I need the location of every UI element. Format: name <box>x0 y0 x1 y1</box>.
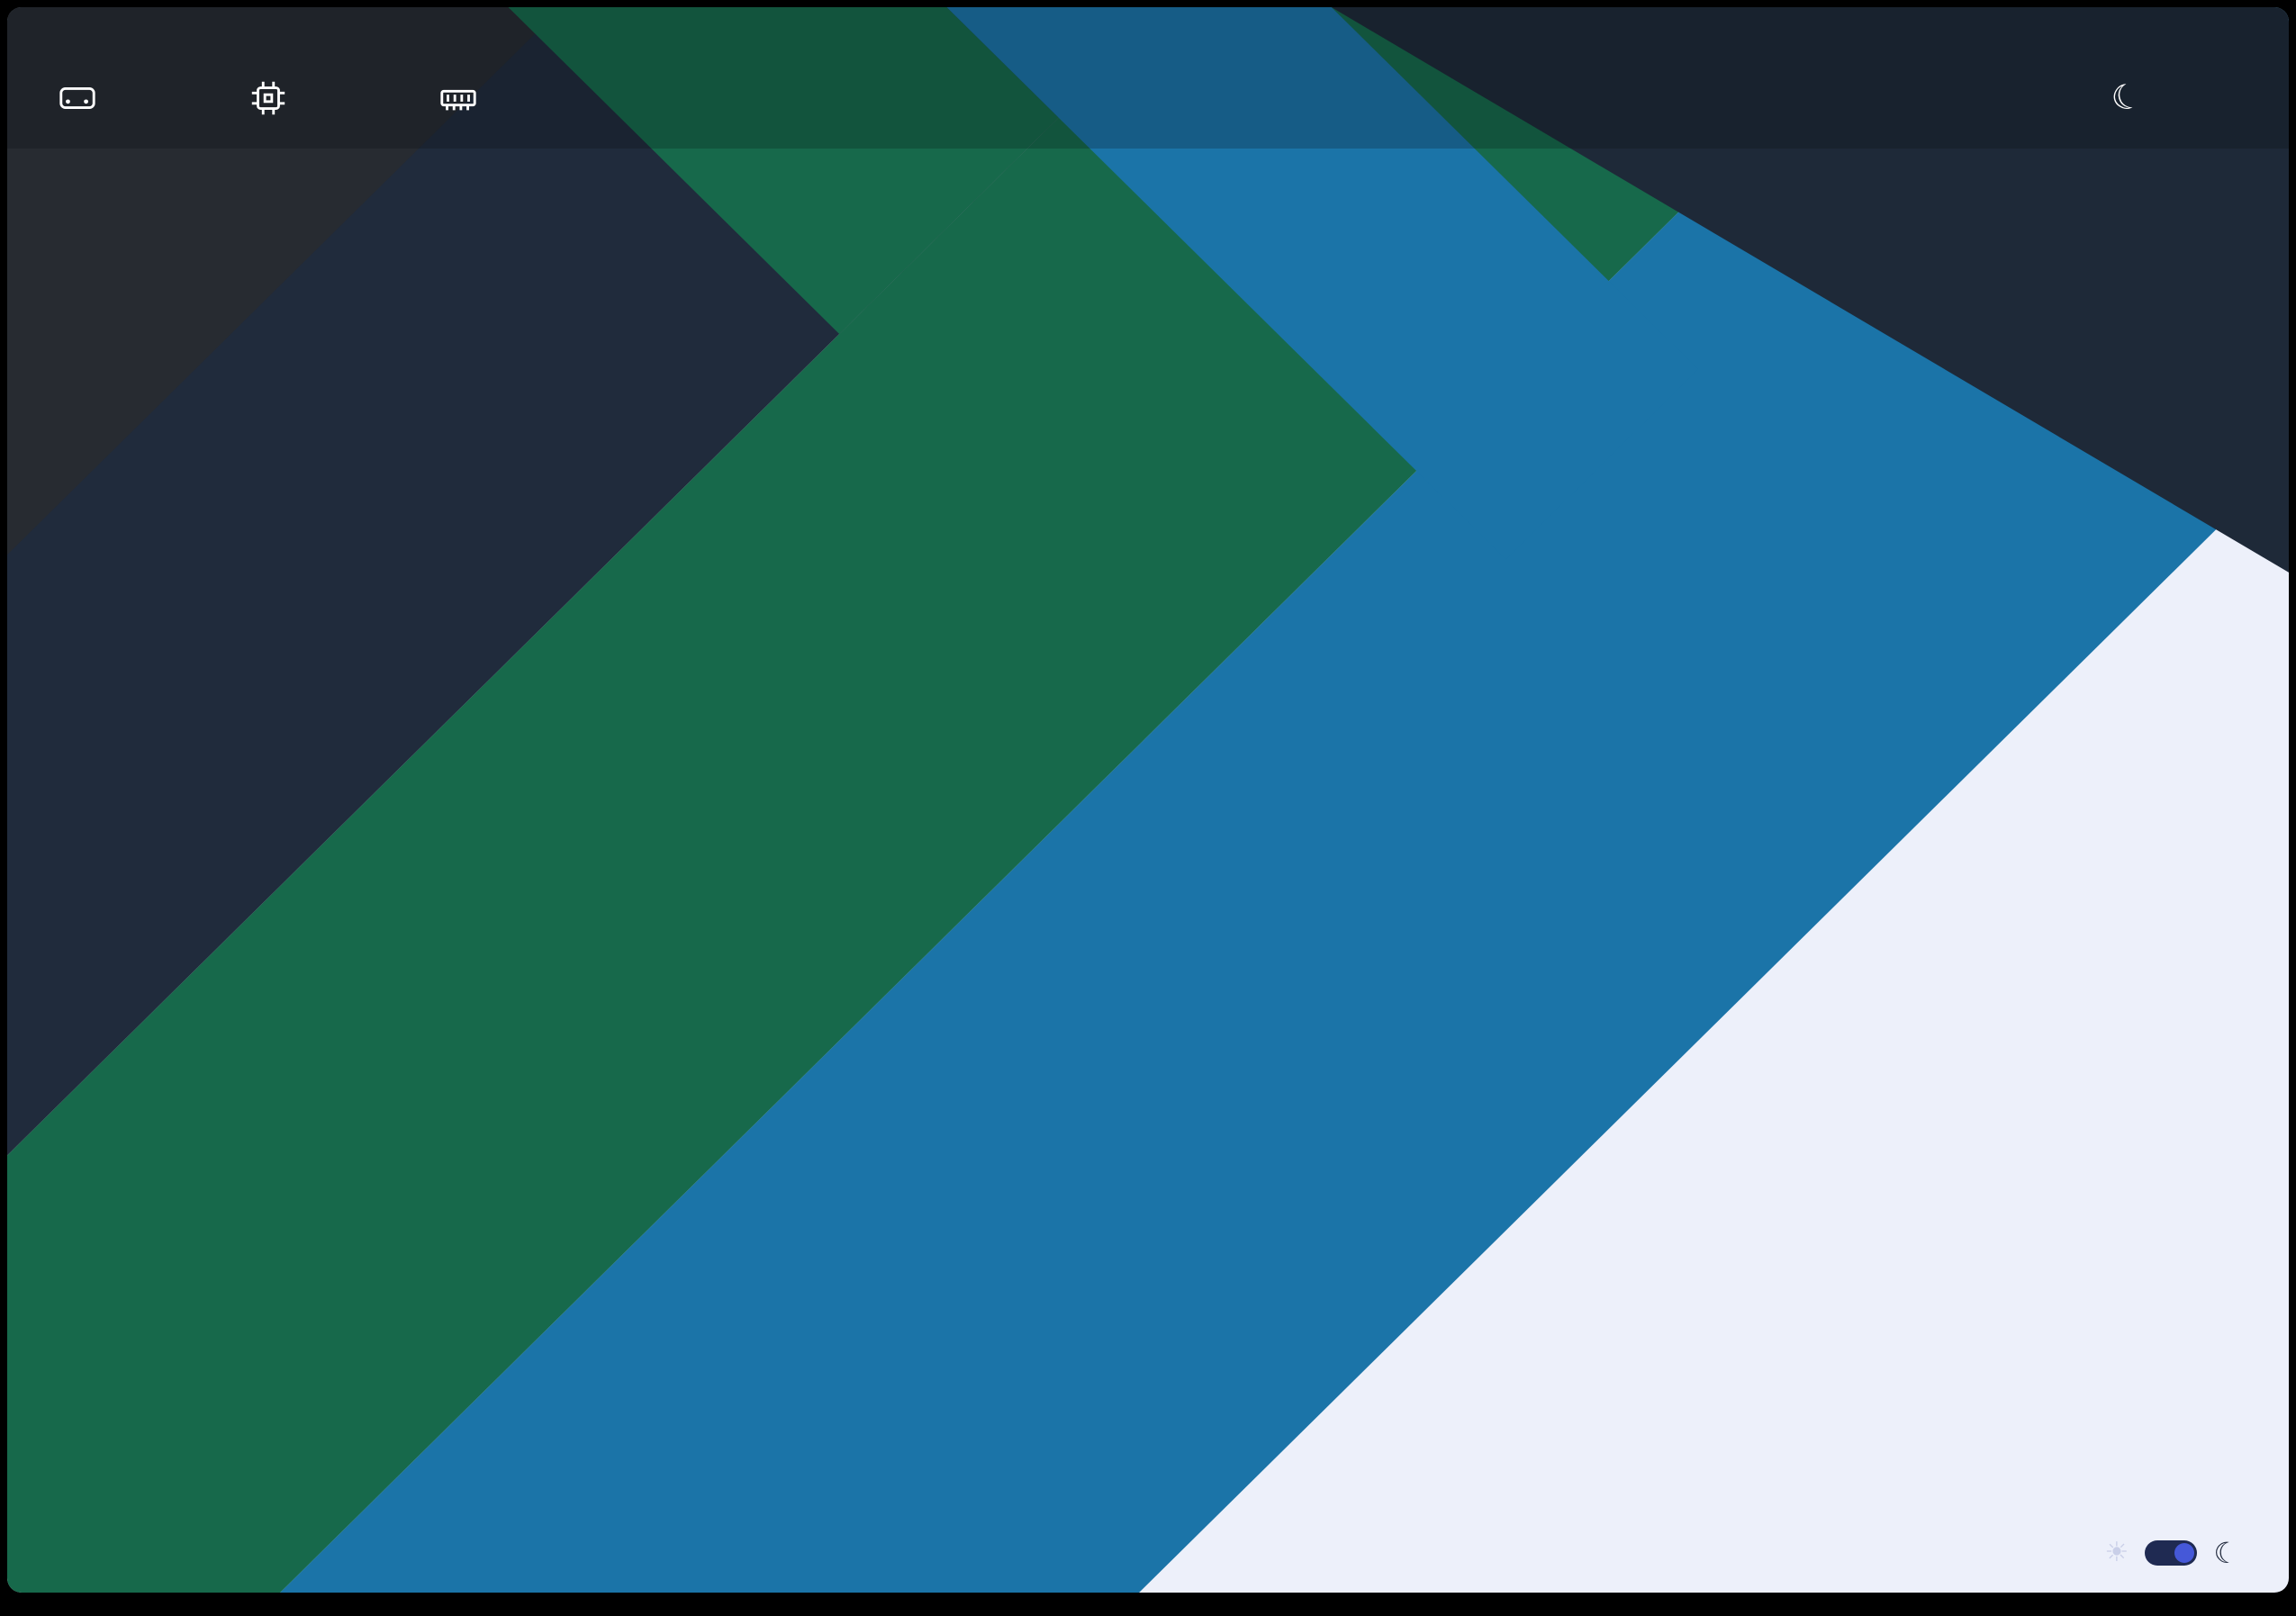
dashboard-content <box>7 189 2289 429</box>
sun-icon: ☀ <box>2104 1538 2129 1567</box>
theme-toggle-knob[interactable] <box>2174 1543 2195 1563</box>
weather-widget: ☾ <box>2107 31 2239 166</box>
theme-toggle: ☀ ☾ <box>2104 1539 2239 1567</box>
disk-usage-text <box>113 31 195 166</box>
moon-icon: ☾ <box>2213 1537 2239 1569</box>
disk-icon <box>59 87 95 109</box>
memory-usage-widget <box>438 31 576 166</box>
memory-usage-text <box>493 31 576 166</box>
weather-text <box>2156 31 2239 166</box>
memory-icon <box>440 89 476 111</box>
theme-toggle-switch[interactable] <box>2145 1540 2198 1566</box>
cpu-usage-widget <box>248 31 386 166</box>
cpu-usage-text <box>303 31 386 166</box>
disk-usage-widget <box>57 31 195 166</box>
cpu-icon <box>251 81 285 115</box>
wallpaper-background <box>7 7 2289 1593</box>
dashboard-screen: ☾ ☀ ☾ <box>7 7 2289 1593</box>
system-status-bar: ☾ <box>7 7 2289 166</box>
moon-icon: ☾ <box>2107 76 2147 121</box>
